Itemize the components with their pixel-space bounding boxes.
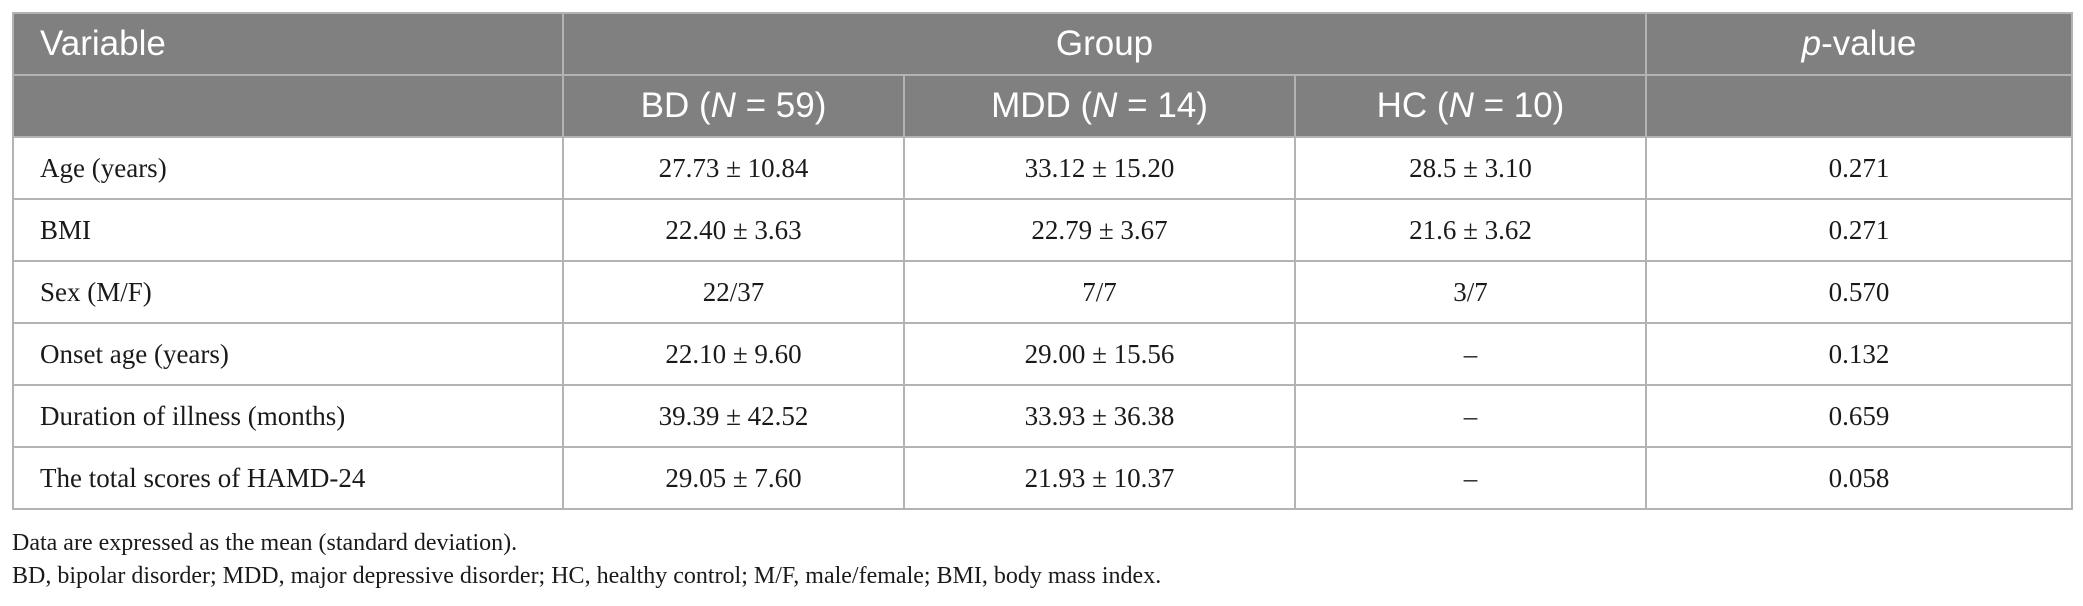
cell-p: 0.570 <box>1645 260 2073 324</box>
cell-bd: 22.40 ± 3.63 <box>562 198 905 262</box>
table-header: Variable Group p-value BD (N = 59) MDD (… <box>12 12 2073 138</box>
cell-p: 0.132 <box>1645 322 2073 386</box>
table-row: Duration of illness (months) 39.39 ± 42.… <box>12 384 2073 448</box>
cell-variable: Sex (M/F) <box>12 260 564 324</box>
table-row: The total scores of HAMD-24 29.05 ± 7.60… <box>12 446 2073 510</box>
cell-variable: Age (years) <box>12 136 564 200</box>
cell-mdd: 21.93 ± 10.37 <box>903 446 1296 510</box>
demographics-table: Variable Group p-value BD (N = 59) MDD (… <box>12 12 2073 510</box>
table-row: Sex (M/F) 22/37 7/7 3/7 0.570 <box>12 260 2073 324</box>
header-p-suffix: -value <box>1821 24 1917 63</box>
cell-variable: Duration of illness (months) <box>12 384 564 448</box>
cell-mdd: 29.00 ± 15.56 <box>903 322 1296 386</box>
table-body: Age (years) 27.73 ± 10.84 33.12 ± 15.20 … <box>12 136 2073 510</box>
header-variable: Variable <box>12 12 564 76</box>
cell-bd: 39.39 ± 42.52 <box>562 384 905 448</box>
header-row-2: BD (N = 59) MDD (N = 14) HC (N = 10) <box>12 74 2073 138</box>
header-group: Group <box>562 12 1647 76</box>
table-row: BMI 22.40 ± 3.63 22.79 ± 3.67 21.6 ± 3.6… <box>12 198 2073 262</box>
cell-variable: BMI <box>12 198 564 262</box>
header-blank-variable <box>12 74 564 138</box>
cell-mdd: 22.79 ± 3.67 <box>903 198 1296 262</box>
cell-mdd: 33.12 ± 15.20 <box>903 136 1296 200</box>
header-row-1: Variable Group p-value <box>12 12 2073 76</box>
header-hc: HC (N = 10) <box>1294 74 1647 138</box>
cell-hc: 28.5 ± 3.10 <box>1294 136 1647 200</box>
cell-hc: 3/7 <box>1294 260 1647 324</box>
table-row: Age (years) 27.73 ± 10.84 33.12 ± 15.20 … <box>12 136 2073 200</box>
header-mdd: MDD (N = 14) <box>903 74 1296 138</box>
header-p-value: p-value <box>1645 12 2073 76</box>
cell-p: 0.271 <box>1645 198 2073 262</box>
cell-p: 0.271 <box>1645 136 2073 200</box>
cell-mdd: 7/7 <box>903 260 1296 324</box>
header-bd: BD (N = 59) <box>562 74 905 138</box>
table-footnotes: Data are expressed as the mean (standard… <box>12 527 1161 593</box>
cell-bd: 22.10 ± 9.60 <box>562 322 905 386</box>
footnote-data-expression: Data are expressed as the mean (standard… <box>12 530 518 556</box>
cell-variable: Onset age (years) <box>12 322 564 386</box>
header-p-italic: p <box>1801 24 1822 63</box>
demographics-table-container: Variable Group p-value BD (N = 59) MDD (… <box>12 12 2073 510</box>
cell-hc: – <box>1294 322 1647 386</box>
cell-hc: – <box>1294 446 1647 510</box>
cell-variable: The total scores of HAMD-24 <box>12 446 564 510</box>
cell-bd: 27.73 ± 10.84 <box>562 136 905 200</box>
table-row: Onset age (years) 22.10 ± 9.60 29.00 ± 1… <box>12 322 2073 386</box>
cell-p: 0.058 <box>1645 446 2073 510</box>
cell-bd: 29.05 ± 7.60 <box>562 446 905 510</box>
cell-hc: – <box>1294 384 1647 448</box>
cell-bd: 22/37 <box>562 260 905 324</box>
cell-p: 0.659 <box>1645 384 2073 448</box>
cell-mdd: 33.93 ± 36.38 <box>903 384 1296 448</box>
footnote-abbreviations: BD, bipolar disorder; MDD, major depress… <box>12 563 1162 589</box>
cell-hc: 21.6 ± 3.62 <box>1294 198 1647 262</box>
header-blank-p <box>1645 74 2073 138</box>
